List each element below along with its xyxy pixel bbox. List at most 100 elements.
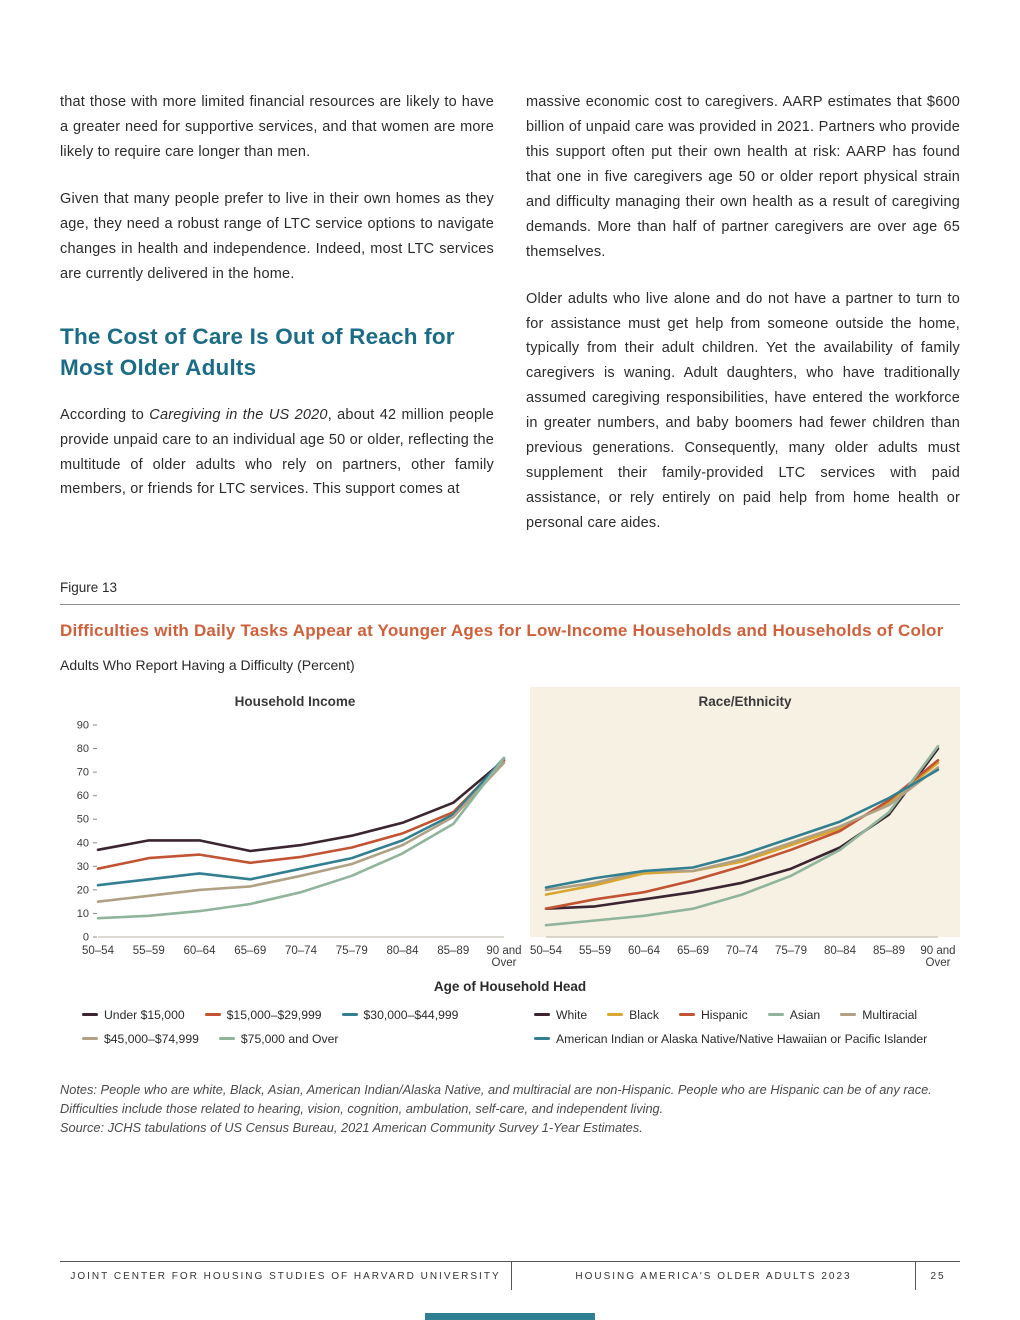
legend-item-15-000-29-999: $15,000–$29,999 [204,1008,322,1022]
y-tick-label: 70 [77,766,89,778]
notes-text: Notes: People who are white, Black, Asia… [60,1081,932,1116]
x-tick-label: 55–59 [579,945,611,957]
figure-label: Figure 13 [60,579,118,595]
x-tick-label: 65–69 [234,945,266,957]
line-series-black [544,760,940,896]
x-tick-label: 80–84 [824,945,857,957]
legend-item-hispanic: Hispanic [678,1007,748,1022]
legend-row: American Indian or Alaska Native/Native … [534,1032,960,1046]
footer-publisher: JOINT CENTER FOR HOUSING STUDIES OF HARV… [60,1262,512,1290]
legend-label: White [556,1007,588,1022]
legend-swatch [341,1012,358,1017]
legend-swatch [767,1012,784,1017]
x-tick-label: 55–59 [133,945,165,957]
line-series-multiracial [544,765,940,891]
legend-swatch [840,1012,857,1017]
y-tick-label: 60 [77,790,89,802]
legend-row: White Black Hispanic Asian Multiracial [534,1008,960,1022]
race-ethnicity-chart-svg: 50–54 55–59 60–64 65–69 70–74 75–79 80–84 85–89… [530,744,956,969]
line-series-30-000-44-999 [96,756,506,887]
x-tick-label: 70–74 [285,945,318,957]
footer-page-number: 25 [930,1270,946,1282]
x-tick-label: 90 and Over [486,945,521,969]
x-tick-label: 65–69 [677,945,709,957]
paragraph: massive economic cost to caregivers. AAR… [526,94,960,260]
y-tick-label: 90 [77,719,89,731]
race-ethnicity-chart: Race/Ethnicity 50–54 55–59 60–64 65–69 70–74… [530,686,960,977]
chart-title-household-income: Household Income [234,693,356,709]
section-heading: The Cost of Care Is Out of Reach for Mos… [60,323,455,380]
x-tick-label: 75–79 [336,945,368,957]
legend-swatch [534,1036,550,1041]
legend-swatch [204,1012,221,1017]
legend-label: $30,000–$44,999 [363,1007,459,1022]
legend-label: Asian [789,1007,821,1022]
y-tick-label: 20 [77,884,89,896]
legend-row: Under $15,000 $15,000–$29,999 $30,000–$44,… [82,1008,530,1022]
household-income-chart-svg: 0 10 20 30 40 50 60 70 80 90 50–54 55–59 60–64 65–69 7… [77,719,522,969]
legend-item-multiracial: Multiracial [840,1008,917,1022]
y-tick-label: 0 [83,931,89,943]
legend-label: Hispanic [700,1007,748,1022]
figure-divider [60,603,960,605]
figure-subtitle: Adults Who Report Having a Difficulty (P… [60,656,355,673]
footer-report-title: HOUSING AMERICA'S OLDER ADULTS 2023 [512,1262,916,1290]
x-tick-label: 60–64 [184,945,217,957]
paragraph: that those with more limited financial r… [60,94,494,160]
legend-label: $45,000–$74,999 [104,1031,199,1046]
legend-item-american-indian-or-alaska-native-native-hawaiian-or-pacific-islander: American Indian or Alaska Native/Native … [534,1032,927,1046]
page-footer: JOINT CENTER FOR HOUSING STUDIES OF HARV… [60,1261,960,1290]
legend-swatch [678,1012,695,1017]
legend-household-income: Under $15,000 $15,000–$29,999 $30,000–$44,… [60,1008,530,1056]
legend-label: $75,000 and Over [240,1031,339,1046]
legend-item-45-000-74-999: $45,000–$74,999 [82,1032,199,1046]
legend-item-30-000-44-999: $30,000–$44,999 [341,1007,459,1022]
legend-race-ethnicity: White Black Hispanic Asian Multiracial Americ… [530,1008,960,1056]
legend-label: Under $15,000 [104,1007,185,1022]
line-series-asian [544,744,940,927]
line-series-15-000-29-999 [96,758,506,870]
legend-item-white: White [534,1008,587,1022]
y-tick-label: 10 [77,908,89,920]
y-tick-label: 80 [77,743,89,755]
line-series-white [544,746,940,910]
line-series-hispanic [544,758,940,910]
legend-item-asian: Asian [767,1007,821,1022]
y-tick-label: 40 [77,837,89,849]
paragraph: Older adults who live alone and do not h… [526,290,960,531]
legend-row: $45,000–$74,999 $75,000 and Over [82,1032,530,1046]
x-tick-label: 60–64 [628,945,661,957]
y-tick-label: 30 [77,860,89,872]
legend-label: Multiracial [862,1007,918,1022]
legend-swatch [218,1036,235,1041]
legend-swatch [534,1012,550,1017]
source-text: Source: JCHS tabulations of US Census Bu… [60,1119,643,1135]
left-column: that those with more limited financial r… [60,90,494,536]
figure-notes: Notes: People who are white, Black, Asia… [60,1080,960,1138]
x-tick-label: 80–84 [387,945,420,957]
legend-item-75-000-and-over: $75,000 and Over [218,1031,339,1046]
legends-row: Under $15,000 $15,000–$29,999 $30,000–$44,… [60,1008,960,1056]
page-content: that those with more limited financial r… [60,90,960,1138]
household-income-chart: Household Income 0 10 20 30 40 50 60 70 80 90 50–5… [60,687,530,977]
x-tick-label: 50–54 [82,945,115,957]
legend-label: Black [629,1007,659,1022]
x-tick-label: 70–74 [726,945,759,957]
right-column: massive economic cost to caregivers. AAR… [526,90,960,536]
x-tick-label: 90 and Over [920,945,955,969]
bottom-accent-bar [425,1313,595,1320]
footer-row: JOINT CENTER FOR HOUSING STUDIES OF HARV… [60,1262,960,1290]
legend-swatch [82,1012,98,1017]
line-series-american-indian-or-alaska-native-native-hawaiian-or-pacific-islander [544,768,940,889]
legend-label: American Indian or Alaska Native/Native … [556,1031,928,1046]
line-series-under-15-000 [96,758,506,852]
text-run: , about 42 million people provide unpaid… [60,406,494,498]
body-text-columns: that those with more limited financial r… [60,90,960,536]
x-tick-label: 75–79 [775,945,807,957]
x-tick-label: 50–54 [530,945,563,957]
charts-row: Household Income 0 10 20 30 40 50 60 70 80 90 50–5… [60,686,960,977]
y-tick-label: 50 [77,813,89,825]
legend-swatch [82,1036,98,1041]
line-series-45-000-74-999 [96,760,506,903]
